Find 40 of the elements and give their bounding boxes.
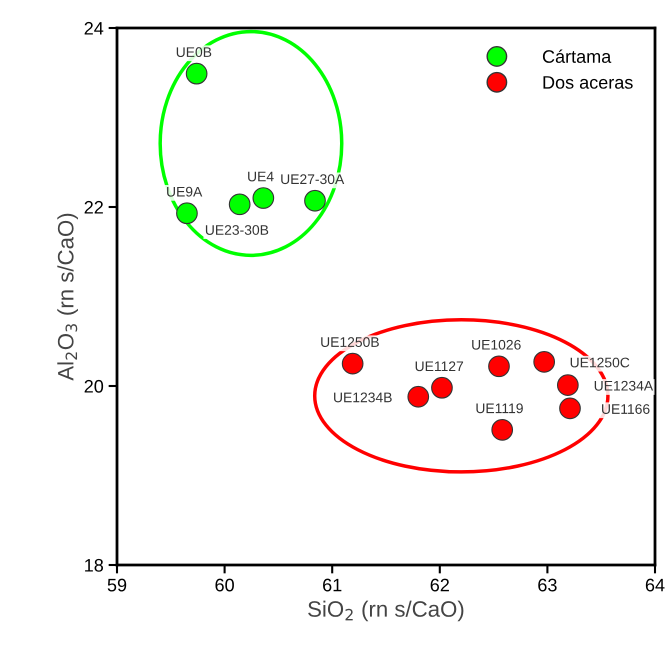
point (491, 419, 514, 441)
legend-label: Cártama (542, 49, 612, 63)
annotation: UE1127 (416, 361, 464, 372)
point (304, 190, 326, 212)
annotation: UE1166 (602, 404, 650, 414)
y-tick-label: 20 (84, 380, 104, 393)
point (342, 352, 364, 374)
point (431, 376, 453, 399)
point (533, 350, 556, 373)
point (186, 62, 208, 84)
annotation: UE4 (248, 172, 274, 182)
point (559, 398, 581, 420)
x-tick-label: 59 (108, 578, 126, 592)
annotation: UE1234B (334, 392, 392, 402)
x-tick-label: 62 (430, 578, 449, 592)
point (407, 386, 430, 408)
annotation: UE0B (176, 47, 212, 58)
annotation: UE1250C (570, 358, 630, 368)
y-tick-label: 24 (84, 22, 104, 35)
point (488, 355, 510, 378)
annotation: UE27-30A (281, 174, 344, 184)
x-axis-title: SiO$_{2}$ (rn s/CaO) (308, 600, 464, 622)
x-tick-label: 63 (538, 578, 557, 592)
annotation: UE1234A (594, 380, 654, 391)
annotation: UE1119 (476, 403, 523, 414)
legend-label: Dos aceras (544, 76, 633, 89)
y-tick-label: 22 (84, 200, 103, 214)
point (556, 374, 579, 396)
point (228, 193, 251, 216)
y-axis-title: Al$_{2}$O$_{3}$ (rn s/CaO) (57, 214, 78, 381)
annotation: UE9A (167, 186, 202, 197)
x-tick-label: 64 (646, 578, 665, 592)
x-tick-label: 61 (323, 578, 342, 592)
y-tick-label: 18 (85, 558, 104, 572)
x-tick-label: 60 (215, 578, 234, 592)
annotation: UE23-30B (206, 225, 268, 235)
point (176, 202, 198, 224)
annotation: UE1026 (472, 340, 521, 350)
annotation: UE1250B (321, 337, 379, 347)
point (252, 187, 274, 209)
